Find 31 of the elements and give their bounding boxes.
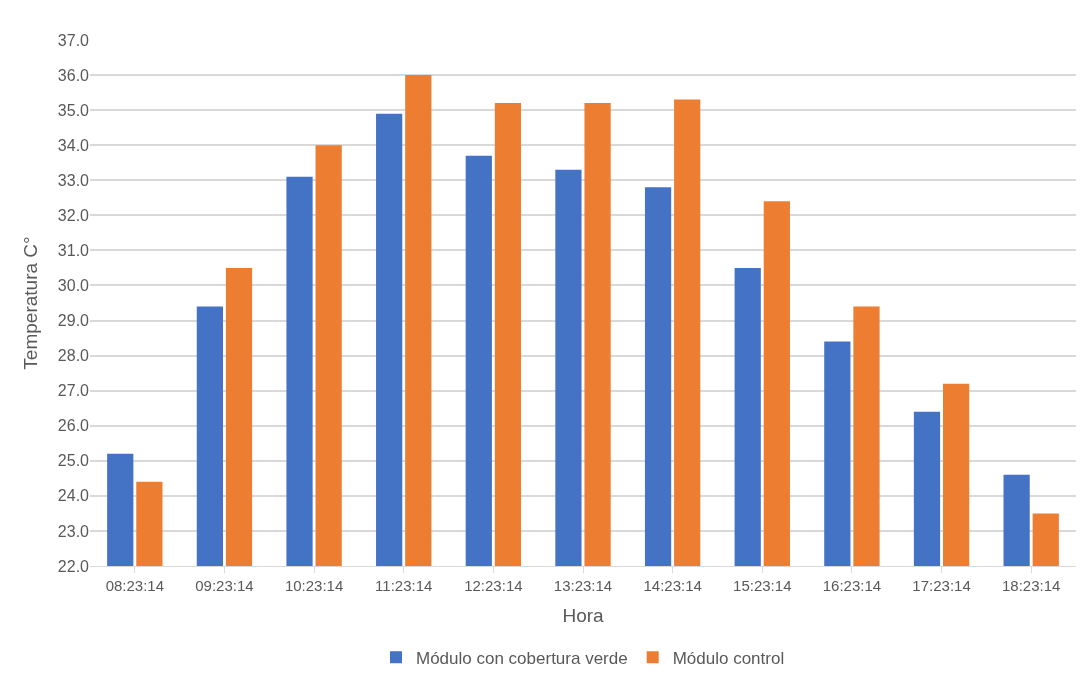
x-tick-label: 16:23:14 (822, 577, 882, 594)
y-axis-title: Temperatura C° (19, 236, 41, 370)
x-tick-label: 13:23:14 (553, 577, 613, 594)
x-tick-label: 18:23:14 (1001, 577, 1061, 594)
y-tick-label: 30.0 (57, 277, 90, 295)
x-tick-label: 11:23:14 (375, 577, 433, 594)
y-tick-label: 22.0 (57, 557, 90, 575)
x-tick-label: 12:23:14 (464, 577, 523, 594)
legend-label: Módulo con cobertura verde (416, 648, 628, 668)
y-tick-label: 29.0 (57, 312, 90, 330)
x-tick-label: 09:23:14 (195, 577, 254, 594)
x-axis-title: Hora (562, 604, 605, 626)
y-tick-label: 36.0 (57, 66, 90, 84)
y-tick-label: 32.0 (57, 206, 90, 224)
x-tick-label: 14:23:14 (643, 577, 702, 594)
legend-label: Módulo control (672, 648, 785, 668)
y-tick-label: 27.0 (57, 382, 90, 400)
x-tick-label: 10:23:14 (284, 577, 344, 594)
y-tick-label: 31.0 (57, 242, 90, 259)
y-tick-label: 34.0 (57, 136, 90, 154)
y-tick-label: 25.0 (57, 452, 90, 470)
y-tick-label: 24.0 (57, 487, 90, 505)
y-tick-label: 33.0 (57, 171, 90, 189)
y-tick-label: 23.0 (57, 522, 90, 540)
x-tick-label: 17:23:14 (912, 577, 971, 594)
x-tick-label: 15:23:14 (733, 577, 792, 594)
y-tick-label: 35.0 (57, 101, 90, 119)
y-tick-label: 28.0 (57, 347, 90, 365)
y-tick-label: 26.0 (57, 417, 90, 435)
y-tick-label: 37.0 (57, 31, 90, 49)
x-tick-label: 08:23:14 (105, 577, 165, 594)
